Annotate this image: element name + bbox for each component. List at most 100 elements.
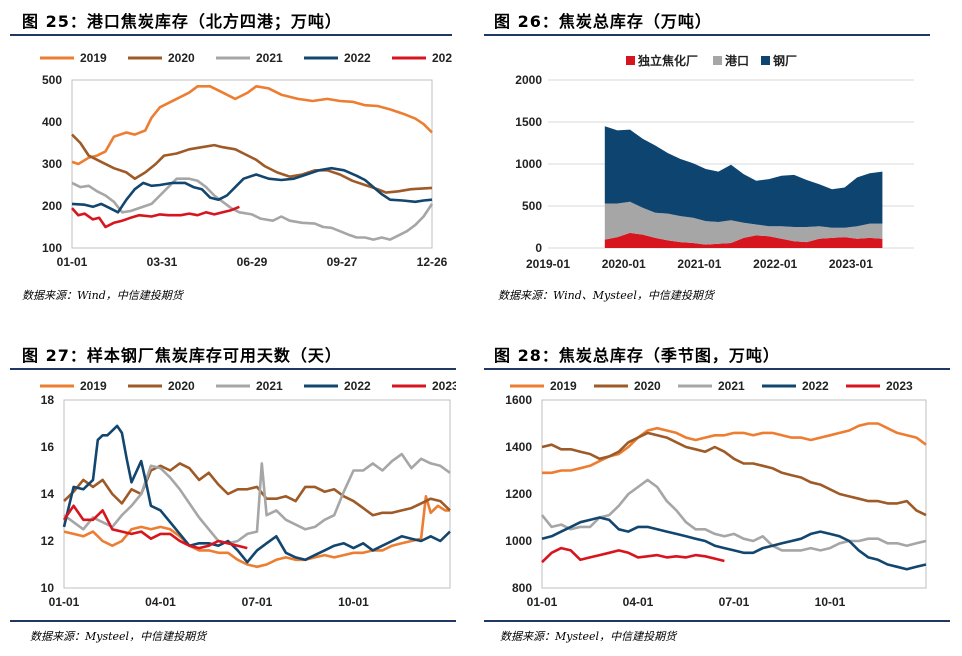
- y-tick-label: 12: [41, 534, 55, 548]
- y-tick-label: 1200: [505, 487, 532, 501]
- panel-seasonal-inventory: 图 28：焦炭总库存（季节图，万吨） 800 1000 1200 1400 1600 01…: [484, 336, 962, 656]
- chart-steel-days: 10 12 14 16 18 01-01 04-01 07-01 10-01 2019 2020 20…: [40, 379, 456, 609]
- bottom-rule: [10, 620, 456, 622]
- x-tick-label: 2019-01: [526, 257, 570, 271]
- y-tick-label: 1000: [515, 157, 542, 171]
- y-tick-label: 2000: [515, 73, 542, 87]
- chart-port-inventory: 100 200 300 400 500 01-01 03-31 06-29 09-27 12-26…: [40, 51, 452, 269]
- legend-label-港口: 港口: [725, 53, 749, 68]
- series-line-2022: [62, 424, 451, 564]
- area-钢厂: [604, 126, 883, 228]
- y-tick-label: 16: [41, 440, 55, 454]
- series-line-2019: [542, 422, 927, 475]
- x-tick-label: 12-26: [417, 255, 448, 269]
- x-tick-label: 04-01: [145, 595, 176, 609]
- plot-frame: [71, 79, 433, 249]
- legend-label-2022: 2022: [344, 51, 371, 65]
- y-tick-label: 100: [42, 241, 62, 255]
- y-tick-label: 300: [42, 157, 62, 171]
- series-line-2021: [540, 478, 927, 552]
- legend-label-2020: 2020: [634, 379, 661, 393]
- x-tick-label: 03-31: [147, 255, 178, 269]
- source-note: 数据来源：Wind，中信建投期货: [22, 289, 183, 302]
- x-tick-label: 01-01: [49, 595, 80, 609]
- plot-frame: [541, 399, 927, 589]
- legend-label-2023: 2023: [886, 379, 913, 393]
- x-tick-label: 07-01: [719, 595, 750, 609]
- x-tick-label: 2020-01: [602, 257, 646, 271]
- y-tick-label: 800: [512, 581, 532, 595]
- series-line-2022: [71, 166, 433, 214]
- legend-label-2019: 2019: [550, 379, 577, 393]
- panel-title: 图 28：焦炭总库存（季节图，万吨）: [494, 346, 780, 365]
- source-note: 数据来源：Mysteel，中信建投期货: [500, 630, 677, 643]
- series-line-2021: [63, 452, 451, 545]
- title-rule: [10, 34, 452, 36]
- legend-label-2019: 2019: [80, 51, 107, 65]
- x-tick-label: 07-01: [242, 595, 273, 609]
- legend-label-2023: 2023: [432, 379, 456, 393]
- y-tick-label: 500: [522, 199, 542, 213]
- area-港口: [604, 201, 883, 245]
- legend-label-2022: 2022: [344, 379, 371, 393]
- area-独立焦化厂: [604, 232, 883, 248]
- series-line-2019: [71, 85, 433, 166]
- panel-steel-days: 图 27：样本钢厂焦炭库存可用天数（天） 10 12 14 16 18 01-01 04-0…: [0, 336, 480, 656]
- source-note: 数据来源：Mysteel，中信建投期货: [30, 630, 207, 643]
- legend-label-2021: 2021: [256, 51, 283, 65]
- series-line-2023: [62, 504, 248, 550]
- legend-label-2020: 2020: [168, 379, 195, 393]
- y-tick-label: 1600: [505, 393, 532, 407]
- series-line-2020: [63, 462, 451, 517]
- legend-label-2019: 2019: [80, 379, 107, 393]
- bottom-rule: [484, 620, 950, 622]
- legend-swatch-独立焦化厂: [626, 56, 635, 65]
- legend-swatch-钢厂: [761, 56, 770, 65]
- y-tick-label: 14: [41, 487, 55, 501]
- y-tick-label: 1400: [505, 440, 532, 454]
- series-line-2020: [71, 133, 433, 194]
- chart-total-inventory: 0 500 1000 1500 2000 2019-01 2020-01 2021-01 202…: [515, 53, 914, 271]
- plot-frame: [63, 399, 451, 589]
- y-tick-label: 1500: [515, 115, 542, 129]
- y-tick-label: 200: [42, 199, 62, 213]
- series-line-2020: [541, 431, 927, 517]
- title-rule: [484, 34, 930, 36]
- legend-label-2022: 2022: [802, 379, 829, 393]
- x-tick-label: 01-01: [57, 255, 88, 269]
- legend-label-2023: 2023: [432, 51, 452, 65]
- legend-label-钢厂: 钢厂: [773, 53, 797, 68]
- legend-label-2021: 2021: [718, 379, 745, 393]
- title-rule: [484, 368, 950, 370]
- y-tick-label: 18: [41, 393, 55, 407]
- series-line-2022: [541, 516, 927, 571]
- title-rule: [10, 368, 456, 370]
- x-tick-label: 2022-01: [753, 257, 797, 271]
- x-tick-label: 09-27: [327, 255, 358, 269]
- x-tick-label: 10-01: [338, 595, 369, 609]
- series-line-2023: [71, 205, 240, 229]
- panel-title: 图 26：焦炭总库存（万吨）: [494, 12, 712, 31]
- legend-label-独立焦化厂: 独立焦化厂: [637, 53, 698, 68]
- legend-label-2021: 2021: [256, 379, 283, 393]
- y-tick-label: 1000: [505, 534, 532, 548]
- series-line-2021: [71, 177, 434, 241]
- x-tick-label: 10-01: [815, 595, 846, 609]
- panel-title: 图 25：港口焦炭库存（北方四港；万吨）: [22, 12, 342, 31]
- x-tick-label: 2021-01: [677, 257, 721, 271]
- y-tick-label: 400: [42, 115, 62, 129]
- legend-label-2020: 2020: [168, 51, 195, 65]
- y-tick-label: 10: [41, 581, 55, 595]
- x-tick-label: 01-01: [527, 595, 558, 609]
- panel-port-inventory: 图 25：港口焦炭库存（北方四港；万吨） 100 200 300 400 500 01-0…: [0, 0, 480, 320]
- y-tick-label: 0: [535, 241, 542, 255]
- x-tick-label: 04-01: [623, 595, 654, 609]
- panel-total-inventory: 图 26：焦炭总库存（万吨） 0 500 1000 1500 2000 2019-01 20…: [484, 0, 962, 320]
- series-line-2019: [63, 495, 450, 569]
- y-tick-label: 500: [42, 73, 62, 87]
- panel-title: 图 27：样本钢厂焦炭库存可用天数（天）: [22, 346, 342, 365]
- chart-seasonal-inventory: 800 1000 1200 1400 1600 01-01 04-01 07-01 10-01 2…: [505, 379, 927, 609]
- series-line-2023: [541, 546, 725, 564]
- x-tick-label: 06-29: [237, 255, 268, 269]
- x-tick-label: 2023-01: [829, 257, 873, 271]
